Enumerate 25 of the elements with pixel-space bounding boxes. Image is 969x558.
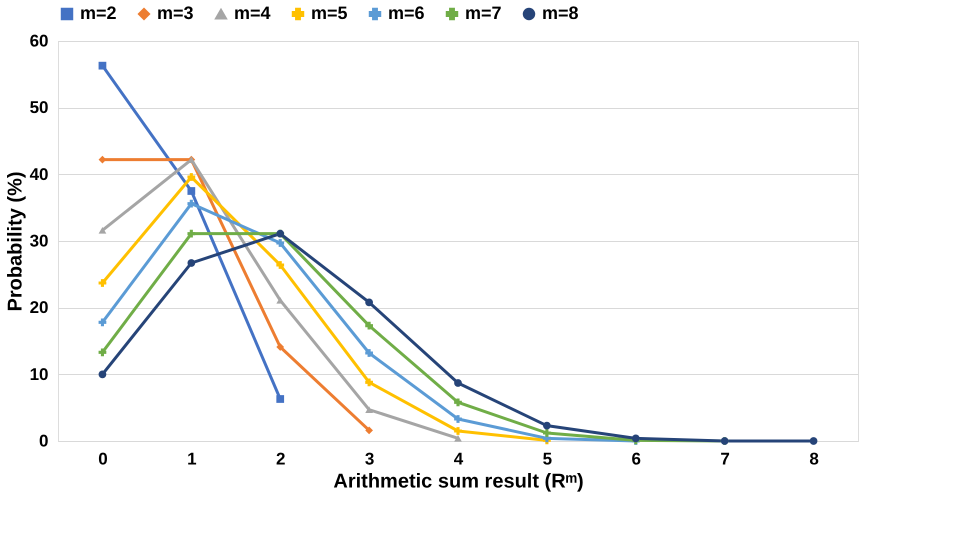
- x-tick-label: 0: [98, 450, 108, 468]
- y-tick-label: 50: [30, 98, 48, 118]
- y-axis-title: Probability (%): [4, 171, 27, 312]
- legend-label: m=4: [234, 3, 271, 23]
- x-tick-label: 2: [276, 450, 286, 468]
- x-tick-label: 4: [454, 450, 464, 468]
- y-tick-label: 10: [30, 364, 48, 384]
- x-tick-label: 5: [542, 450, 552, 468]
- legend-label: m=7: [465, 3, 502, 23]
- y-tick-label: 40: [30, 164, 48, 184]
- legend-label: m=5: [311, 3, 348, 23]
- x-tick-label: 3: [364, 450, 374, 468]
- y-tick-label: 60: [30, 32, 48, 50]
- y-tick-label: 30: [30, 232, 48, 250]
- y-tick-label: 0: [39, 432, 48, 450]
- x-tick-label: 8: [809, 450, 819, 468]
- y-tick-label: 20: [30, 298, 48, 318]
- x-tick-label: 1: [187, 450, 197, 468]
- legend-label: m=3: [157, 3, 194, 23]
- legend-label: m=6: [388, 3, 425, 23]
- legend-label: m=8: [542, 3, 579, 23]
- x-tick-label: 6: [632, 450, 642, 468]
- x-tick-label: 7: [720, 450, 730, 468]
- x-axis-title: Arithmetic sum result (Rᵐ): [333, 470, 584, 492]
- legend-label: m=2: [80, 3, 117, 23]
